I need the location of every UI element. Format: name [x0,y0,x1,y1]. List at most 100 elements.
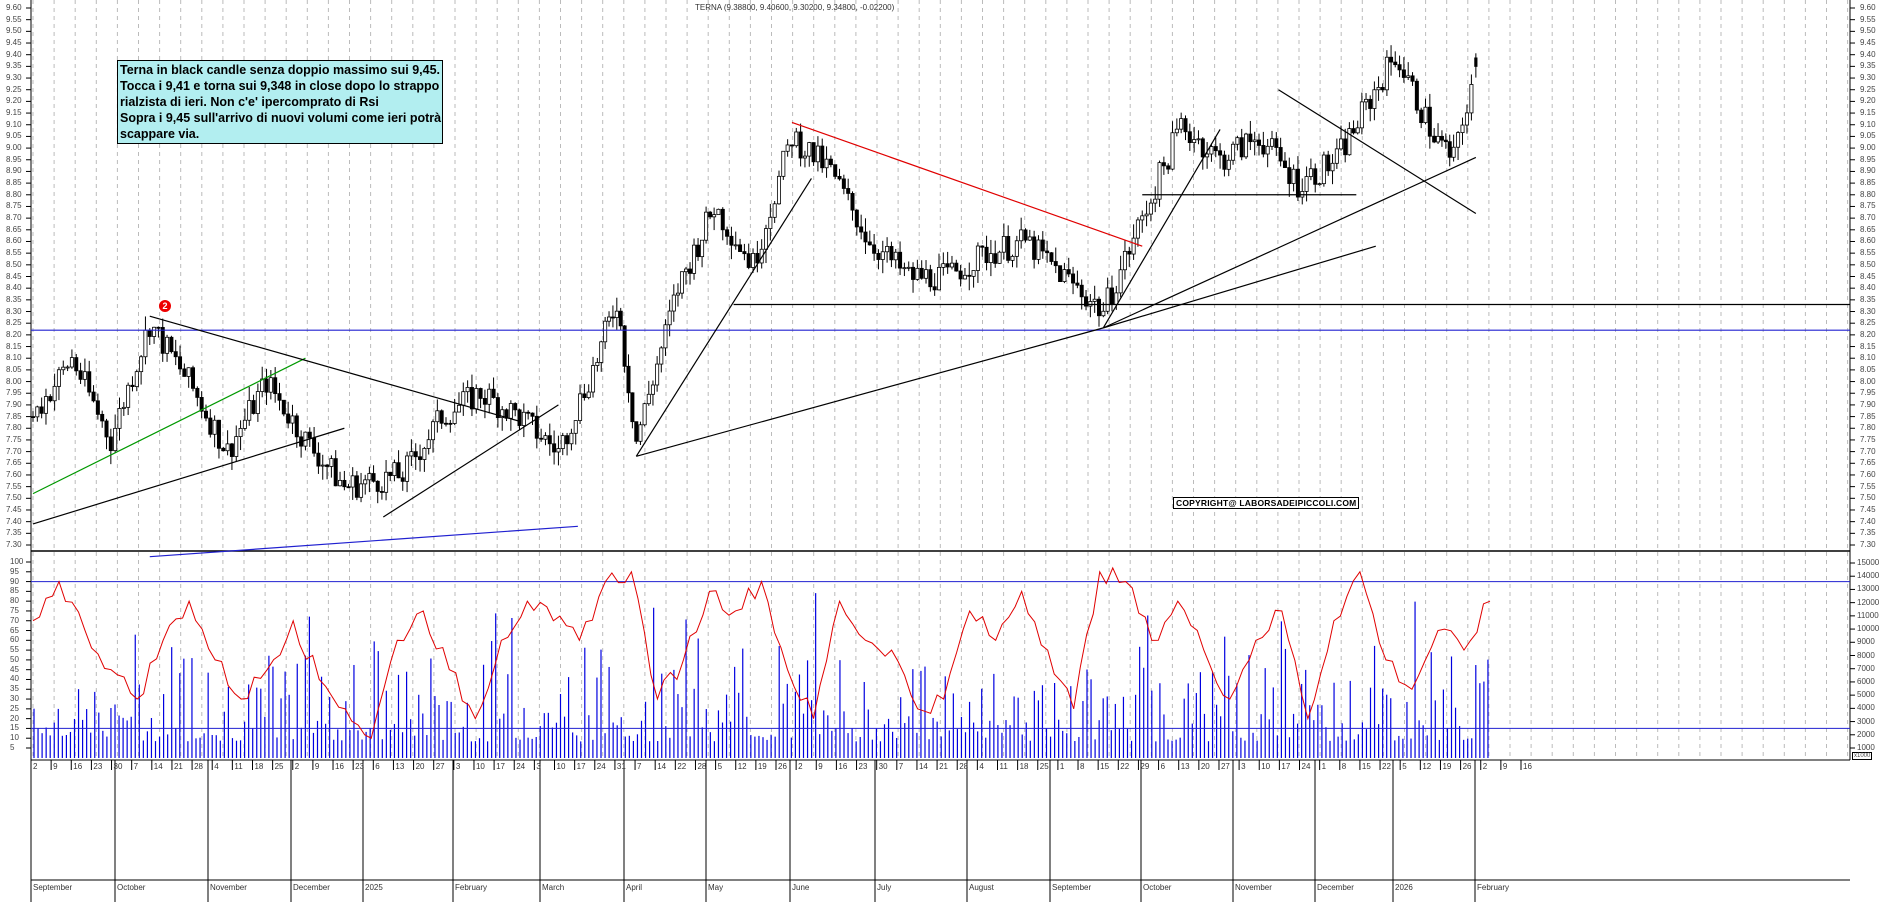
day-tick-label: 12 [737,762,747,771]
price-tick-label: 8.20 [1860,329,1876,339]
price-tick-label: 7.80 [1860,423,1876,433]
day-tick-label: 23 [93,762,103,771]
month-label: 2026 [1395,883,1413,892]
day-tick-label: 15 [1361,762,1371,771]
price-tick-label: 7.80 [6,423,22,433]
day-tick-label: 9 [818,762,823,771]
annotation-line: scappare via. [120,127,200,141]
day-tick-label: 12 [1422,762,1432,771]
day-tick-label: 27 [1220,762,1230,771]
day-tick-label: 23 [355,762,365,771]
price-tick-label: 8.10 [1860,353,1876,363]
price-tick-label: 8.25 [1860,318,1876,328]
day-tick-label: 28 [959,762,969,771]
annotation-line: rialzista di ieri. Non c'e' ipercomprato… [120,95,379,109]
price-tick-label: 9.20 [6,96,22,106]
price-tick-label: 9.20 [1860,96,1876,106]
price-tick-label: 9.60 [1860,3,1876,12]
volume-tick-label: 15000 [1857,558,1880,567]
day-tick-label: 25 [1039,762,1049,771]
copyright-label: COPYRIGHT@ LABORSADEIPICCOLI.COM [1173,497,1360,509]
day-tick-label: 4 [214,762,219,771]
price-tick-label: 9.00 [6,143,22,153]
day-tick-label: 21 [173,762,183,771]
month-label: 2025 [365,883,383,892]
price-tick-label: 9.00 [1860,143,1876,153]
rsi-tick-label: 5 [10,743,15,752]
price-tick-label: 7.90 [6,399,22,409]
price-tick-label: 7.85 [6,411,22,421]
price-tick-label: 7.45 [6,504,22,514]
day-tick-label: 3 [1241,762,1246,771]
day-tick-label: 11 [999,762,1008,771]
month-label: November [1235,883,1272,892]
price-tick-label: 9.45 [6,38,22,48]
volume-tick-label: 14000 [1857,571,1880,581]
price-tick-label: 7.60 [6,469,22,479]
rsi-tick-label: 95 [10,566,19,576]
price-tick-label: 9.45 [1860,38,1876,48]
month-label: October [1143,883,1172,892]
month-label: October [117,883,146,892]
price-tick-label: 7.55 [6,481,22,491]
rsi-tick-label: 20 [10,713,19,723]
day-tick-label: 26 [1462,762,1472,771]
rsi-tick-label: 45 [10,664,19,674]
volume-tick-label: 6000 [1857,676,1875,686]
day-tick-label: 24 [596,762,606,771]
price-tick-label: 8.85 [6,178,22,188]
volume-tick-label: 5000 [1857,690,1875,700]
price-tick-label: 8.75 [1860,201,1876,211]
day-tick-label: 5 [1402,762,1407,771]
price-tick-label: 8.15 [1860,341,1876,351]
month-label: February [455,883,488,892]
day-tick-label: 2 [1482,762,1488,771]
day-tick-label: 4 [979,762,984,771]
day-tick-label: 8 [1080,762,1085,771]
price-tick-label: 8.80 [1860,189,1876,199]
day-tick-label: 26 [778,762,787,771]
day-tick-label: 17 [1281,762,1291,771]
day-tick-label: 7 [133,762,139,771]
day-tick-label: 9 [53,762,58,771]
price-tick-label: 8.45 [1860,271,1876,281]
volume-tick-label: 9000 [1857,637,1875,647]
day-tick-label: 22 [677,762,687,771]
day-tick-label: 16 [73,762,83,771]
price-tick-label: 9.25 [1860,84,1876,94]
day-tick-label: 29 [1140,762,1150,771]
volume-tick-label: 4000 [1857,703,1875,713]
price-tick-label: 7.85 [1860,411,1876,421]
day-tick-label: 31 [616,762,626,771]
price-tick-label: 9.30 [1860,73,1876,83]
month-label: May [708,883,724,892]
month-label: April [626,883,643,892]
day-tick-label: 2 [33,762,38,771]
month-label: September [33,883,73,892]
price-tick-label: 8.90 [1860,166,1876,176]
volume-unit-label: x1000 [1852,752,1873,760]
rsi-tick-label: 75 [10,605,19,615]
volume-tick-label: 10000 [1857,624,1880,634]
price-tick-label: 7.50 [6,493,22,503]
volume-tick-label: 8000 [1857,650,1875,660]
day-tick-label: 24 [516,762,526,771]
price-tick-label: 7.65 [1860,458,1876,468]
day-tick-label: 18 [1019,762,1029,771]
day-tick-label: 21 [939,762,948,771]
price-tick-label: 7.60 [1860,469,1876,479]
price-tick-label: 8.70 [1860,213,1876,223]
day-tick-label: 19 [1442,762,1452,771]
price-tick-label: 8.70 [6,213,22,223]
volume-tick-label: 13000 [1857,584,1880,594]
price-tick-label: 8.50 [6,259,22,269]
price-tick-label: 9.40 [6,49,22,59]
price-tick-label: 8.60 [6,236,22,246]
day-tick-label: 16 [1523,762,1532,771]
day-tick-label: 16 [335,762,344,771]
day-tick-label: 2 [294,762,300,771]
annotation-line: Sopra i 9,45 sull'arrivo di nuovi volumi… [120,111,442,125]
volume-tick-label: 2000 [1857,729,1875,739]
volume-tick-label: 12000 [1857,597,1880,607]
volume-tick-label: 1000 [1857,743,1875,752]
